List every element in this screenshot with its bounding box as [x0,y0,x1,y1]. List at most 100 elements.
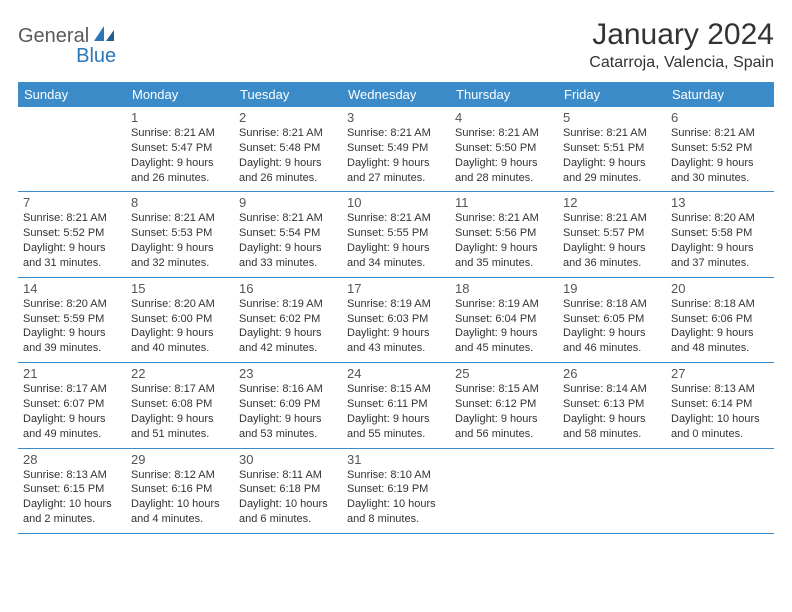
day-detail-line: Daylight: 10 hours [23,497,121,512]
day-number: 13 [671,195,769,210]
day-detail-line: and 45 minutes. [455,341,553,356]
day-number: 27 [671,366,769,381]
day-detail-line: Sunset: 6:12 PM [455,397,553,412]
day-detail-line: Sunset: 5:49 PM [347,141,445,156]
day-detail-line: Sunrise: 8:17 AM [23,382,121,397]
day-detail-line: and 39 minutes. [23,341,121,356]
day-number: 3 [347,110,445,125]
day-detail-line: Sunset: 6:00 PM [131,312,229,327]
day-detail-line: Daylight: 10 hours [239,497,337,512]
dow-sunday: Sunday [18,82,126,107]
day-detail-line: and 32 minutes. [131,256,229,271]
day-detail-line: Daylight: 9 hours [131,241,229,256]
day-detail-line: and 26 minutes. [131,171,229,186]
day-cell: 10Sunrise: 8:21 AMSunset: 5:55 PMDayligh… [342,192,450,276]
day-detail-line: Sunset: 5:47 PM [131,141,229,156]
day-detail-line: and 31 minutes. [23,256,121,271]
day-number: 8 [131,195,229,210]
day-cell: 12Sunrise: 8:21 AMSunset: 5:57 PMDayligh… [558,192,666,276]
day-cell: 15Sunrise: 8:20 AMSunset: 6:00 PMDayligh… [126,278,234,362]
day-detail-line: Sunrise: 8:15 AM [347,382,445,397]
day-cell: 27Sunrise: 8:13 AMSunset: 6:14 PMDayligh… [666,363,774,447]
day-detail-line: and 2 minutes. [23,512,121,527]
day-detail-line: Daylight: 9 hours [23,412,121,427]
day-detail-line: Sunset: 5:59 PM [23,312,121,327]
day-detail-line: Sunrise: 8:21 AM [455,211,553,226]
day-detail-line: Daylight: 9 hours [455,326,553,341]
day-detail-line: Sunset: 5:52 PM [23,226,121,241]
dow-thursday: Thursday [450,82,558,107]
day-detail-line: Sunrise: 8:12 AM [131,468,229,483]
day-number: 9 [239,195,337,210]
day-detail-line: Sunrise: 8:15 AM [455,382,553,397]
brand-text-blue: Blue [76,45,116,67]
empty-cell [18,107,126,191]
day-number: 31 [347,452,445,467]
week-row: 1Sunrise: 8:21 AMSunset: 5:47 PMDaylight… [18,107,774,192]
day-cell: 25Sunrise: 8:15 AMSunset: 6:12 PMDayligh… [450,363,558,447]
day-detail-line: Daylight: 9 hours [131,326,229,341]
dow-saturday: Saturday [666,82,774,107]
day-number: 30 [239,452,337,467]
day-cell: 19Sunrise: 8:18 AMSunset: 6:05 PMDayligh… [558,278,666,362]
day-detail-line: Daylight: 10 hours [347,497,445,512]
day-detail-line: and 4 minutes. [131,512,229,527]
day-cell: 9Sunrise: 8:21 AMSunset: 5:54 PMDaylight… [234,192,342,276]
day-cell: 26Sunrise: 8:14 AMSunset: 6:13 PMDayligh… [558,363,666,447]
day-detail-line: Sunset: 6:14 PM [671,397,769,412]
day-detail-line: Sunrise: 8:10 AM [347,468,445,483]
day-detail-line: Sunset: 6:11 PM [347,397,445,412]
day-detail-line: and 48 minutes. [671,341,769,356]
day-detail-line: and 30 minutes. [671,171,769,186]
day-cell: 2Sunrise: 8:21 AMSunset: 5:48 PMDaylight… [234,107,342,191]
day-cell: 28Sunrise: 8:13 AMSunset: 6:15 PMDayligh… [18,449,126,533]
day-detail-line: Sunrise: 8:13 AM [671,382,769,397]
day-cell: 4Sunrise: 8:21 AMSunset: 5:50 PMDaylight… [450,107,558,191]
day-detail-line: and 49 minutes. [23,427,121,442]
day-number: 6 [671,110,769,125]
day-detail-line: Sunset: 5:54 PM [239,226,337,241]
dow-monday: Monday [126,82,234,107]
day-detail-line: and 8 minutes. [347,512,445,527]
day-detail-line: Sunset: 5:56 PM [455,226,553,241]
calendar-grid: SundayMondayTuesdayWednesdayThursdayFrid… [18,82,774,534]
day-number: 20 [671,281,769,296]
day-detail-line: Daylight: 10 hours [671,412,769,427]
day-cell: 11Sunrise: 8:21 AMSunset: 5:56 PMDayligh… [450,192,558,276]
month-title: January 2024 [589,18,774,52]
day-detail-line: and 40 minutes. [131,341,229,356]
week-row: 14Sunrise: 8:20 AMSunset: 5:59 PMDayligh… [18,278,774,363]
day-cell: 8Sunrise: 8:21 AMSunset: 5:53 PMDaylight… [126,192,234,276]
day-detail-line: Daylight: 9 hours [455,412,553,427]
title-block: January 2024 Catarroja, Valencia, Spain [589,18,774,72]
day-number: 26 [563,366,661,381]
day-detail-line: Daylight: 9 hours [131,156,229,171]
day-detail-line: and 36 minutes. [563,256,661,271]
day-detail-line: and 37 minutes. [671,256,769,271]
day-number: 1 [131,110,229,125]
day-detail-line: Sunrise: 8:21 AM [347,126,445,141]
day-detail-line: Daylight: 9 hours [131,412,229,427]
day-detail-line: Sunrise: 8:13 AM [23,468,121,483]
dow-friday: Friday [558,82,666,107]
day-cell: 5Sunrise: 8:21 AMSunset: 5:51 PMDaylight… [558,107,666,191]
day-detail-line: Sunrise: 8:21 AM [23,211,121,226]
day-detail-line: and 27 minutes. [347,171,445,186]
week-row: 21Sunrise: 8:17 AMSunset: 6:07 PMDayligh… [18,363,774,448]
day-detail-line: Sunset: 6:06 PM [671,312,769,327]
day-detail-line: Daylight: 9 hours [23,326,121,341]
day-cell: 6Sunrise: 8:21 AMSunset: 5:52 PMDaylight… [666,107,774,191]
day-detail-line: Sunrise: 8:21 AM [347,211,445,226]
dow-wednesday: Wednesday [342,82,450,107]
day-detail-line: Sunrise: 8:20 AM [671,211,769,226]
day-detail-line: Daylight: 9 hours [455,156,553,171]
day-detail-line: Sunrise: 8:21 AM [239,211,337,226]
day-detail-line: Sunrise: 8:20 AM [131,297,229,312]
day-number: 19 [563,281,661,296]
day-detail-line: Sunrise: 8:19 AM [347,297,445,312]
day-cell: 23Sunrise: 8:16 AMSunset: 6:09 PMDayligh… [234,363,342,447]
day-cell: 16Sunrise: 8:19 AMSunset: 6:02 PMDayligh… [234,278,342,362]
day-detail-line: Daylight: 9 hours [347,412,445,427]
day-cell: 20Sunrise: 8:18 AMSunset: 6:06 PMDayligh… [666,278,774,362]
day-detail-line: Daylight: 9 hours [671,326,769,341]
